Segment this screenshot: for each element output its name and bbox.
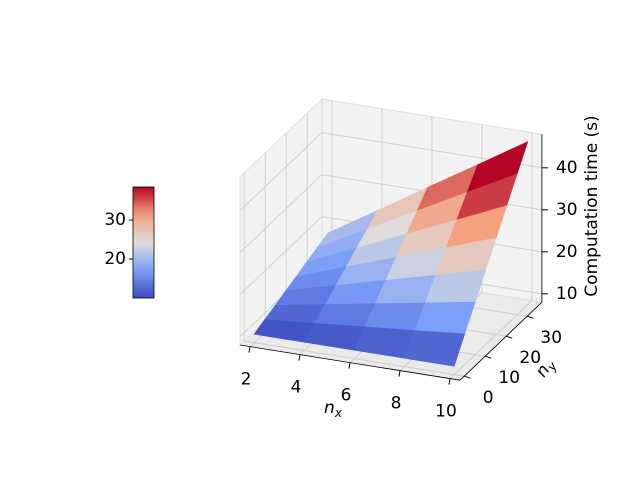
y-tick [527,315,534,319]
x-tick [448,378,451,385]
colorbar-tick-label: 20 [104,249,126,269]
surface-facet [414,301,476,335]
z-tick-label: 10 [556,284,578,304]
x-tick [298,354,301,361]
y-tick [485,355,492,359]
surface-facet [403,330,466,367]
y-tick-label: 20 [519,348,541,368]
grid-line [239,216,323,295]
x-axis-label-subscript: x [334,406,343,420]
x-axis-label-symbol: n [324,398,335,418]
y-tick [506,335,513,339]
z-tick-label: 40 [556,158,578,178]
y-tick-label: 10 [498,368,520,388]
x-tick [398,370,401,377]
grid-line [244,340,465,377]
z-axis-label: Computation time (s) [582,115,602,296]
y-tick [464,375,471,379]
y-tick-label: 30 [540,328,562,348]
x-tick [248,346,251,353]
x-tick-label: 2 [241,370,252,390]
grid-line [239,132,323,211]
grid-line [239,174,323,253]
z-tick-label: 20 [556,242,578,262]
y-axis-line [459,301,543,381]
x-tick [348,362,351,369]
x-tick-label: 10 [435,402,457,422]
x-axis-label: nx [324,398,343,420]
grid-line [449,300,533,379]
z-tick-label: 30 [556,200,578,220]
x-tick-label: 8 [391,394,402,414]
x-tick-label: 6 [341,386,352,406]
x-tick-label: 4 [291,378,302,398]
colorbar-tick-label: 30 [104,210,126,230]
y-tick-label: 0 [483,388,494,408]
colorbar [132,186,155,299]
